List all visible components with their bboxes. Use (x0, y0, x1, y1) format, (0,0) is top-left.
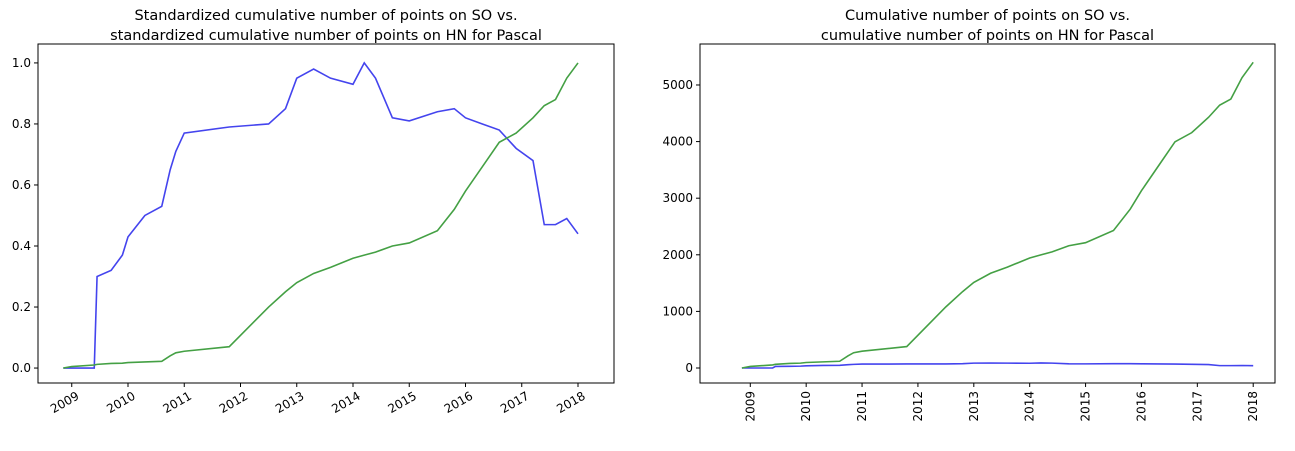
line-series (63, 61, 579, 369)
x-tick-label: 2014 (1023, 391, 1037, 422)
chart-title: standardized cumulative number of points… (110, 28, 542, 44)
y-tick-label: 0.8 (12, 117, 31, 131)
y-tick-label: 3000 (662, 191, 693, 205)
x-tick-label: 2015 (1079, 391, 1093, 422)
y-tick-label: 4000 (662, 135, 693, 149)
chart-title: Cumulative number of points on SO vs. (845, 8, 1130, 24)
x-tick-label: 2018 (554, 389, 587, 416)
chart-title: cumulative number of points on HN for Pa… (821, 28, 1154, 44)
y-tick-label: 1.0 (12, 56, 31, 70)
line-series (741, 362, 1254, 369)
x-tick-label: 2016 (1134, 391, 1148, 422)
y-tick-label: 2000 (662, 248, 693, 262)
x-tick-label: 2010 (799, 391, 813, 422)
y-tick-label: 0 (685, 361, 693, 375)
x-tick-label: 2018 (1246, 391, 1260, 422)
plot-frame (37, 43, 615, 384)
x-tick-label: 2014 (329, 389, 362, 416)
line-series (63, 62, 579, 369)
y-tick-label: 0.4 (12, 239, 31, 253)
x-tick-label: 2012 (911, 391, 925, 422)
x-tick-label: 2013 (273, 389, 306, 416)
x-tick-label: 2015 (385, 389, 418, 416)
x-tick-label: 2010 (104, 389, 137, 416)
x-tick-label: 2011 (855, 391, 869, 422)
x-tick-label: 2017 (1190, 391, 1204, 422)
x-tick-label: 2013 (967, 391, 981, 422)
line-series (741, 61, 1254, 369)
x-tick-label: 2017 (498, 389, 531, 416)
y-tick-label: 5000 (662, 78, 693, 92)
y-tick-label: 1000 (662, 304, 693, 318)
x-tick-label: 2009 (48, 389, 81, 416)
chart-title: Standardized cumulative number of points… (134, 8, 517, 24)
y-tick-label: 0.2 (12, 300, 31, 314)
y-tick-label: 0.0 (12, 361, 31, 375)
x-tick-label: 2009 (743, 391, 757, 422)
x-tick-label: 2012 (217, 389, 250, 416)
plot-frame (699, 43, 1276, 384)
x-tick-label: 2016 (442, 389, 475, 416)
y-tick-label: 0.6 (12, 178, 31, 192)
x-tick-label: 2011 (160, 389, 193, 416)
